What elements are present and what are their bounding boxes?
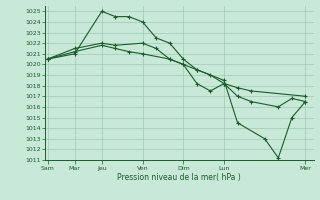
X-axis label: Pression niveau de la mer( hPa ): Pression niveau de la mer( hPa ) [117, 173, 241, 182]
